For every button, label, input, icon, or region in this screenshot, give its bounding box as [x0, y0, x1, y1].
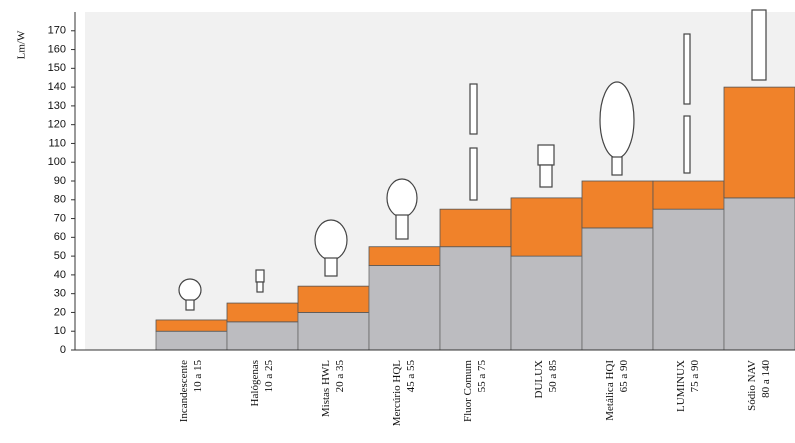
range-label: 10 a 25	[263, 360, 275, 393]
range-label: 20 a 35	[334, 360, 346, 393]
x-tick-label: Mercúrio HQL	[391, 360, 403, 427]
y-tick-label: 80	[54, 194, 66, 206]
bar-range	[439, 208, 512, 248]
x-tick-label: DULUX	[533, 360, 545, 399]
bar-range	[297, 285, 370, 313]
range-label: 80 a 140	[760, 360, 772, 398]
bar-range	[226, 302, 299, 323]
bar-low	[297, 312, 370, 351]
x-tick-label: Incandescente	[178, 360, 190, 422]
y-tick-label: 140	[48, 81, 66, 93]
bar-range	[723, 86, 795, 199]
bar-low	[723, 197, 795, 351]
y-tick-label: 110	[48, 137, 66, 149]
range-label: 75 a 90	[689, 360, 701, 393]
bar-low	[368, 265, 441, 351]
y-tick-label: 40	[54, 269, 66, 281]
bar-low	[226, 321, 299, 351]
bar-low	[439, 246, 512, 351]
x-tick-label: Halógenas	[249, 360, 261, 406]
bar-range	[581, 180, 654, 229]
bar-range	[510, 197, 583, 257]
bar-range	[368, 246, 441, 266]
x-tick-label: Fluor Comum	[462, 360, 474, 422]
bar-range	[155, 319, 228, 332]
range-label: 45 a 55	[405, 360, 417, 393]
bar-range	[652, 180, 725, 210]
y-tick-label: 20	[54, 306, 66, 318]
y-tick-label: 120	[48, 119, 66, 131]
lamp-icons	[178, 9, 767, 311]
x-tick-label: Mistas HWL	[320, 360, 332, 417]
y-tick-label: 10	[54, 325, 66, 337]
y-axis-label: Lm/W	[16, 30, 28, 59]
y-tick-label: 30	[54, 288, 66, 300]
y-tick-label: 50	[54, 250, 66, 262]
y-tick-label: 150	[48, 62, 66, 74]
y-tick-label: 60	[54, 231, 66, 243]
range-label: 50 a 85	[547, 360, 559, 393]
bar-low	[652, 208, 725, 351]
y-tick-label: 0	[60, 344, 66, 356]
y-tick-label: 90	[54, 175, 66, 187]
x-tick-label: LUMINUX	[675, 360, 687, 412]
range-label: 55 a 75	[476, 360, 488, 393]
range-label: 65 a 90	[618, 360, 630, 393]
bar-low	[581, 227, 654, 351]
bar-low	[510, 255, 583, 351]
bar-low	[155, 330, 228, 351]
x-tick-label: Sódio NAV	[746, 360, 758, 411]
x-tick-label: Metálica HQI	[604, 360, 616, 421]
y-tick-label: 130	[48, 100, 66, 112]
y-tick-label: 100	[48, 156, 66, 168]
y-tick-label: 160	[48, 43, 66, 55]
y-tick-label: 170	[48, 25, 66, 37]
range-label: 10 a 15	[192, 360, 204, 393]
y-tick-label: 70	[54, 212, 66, 224]
